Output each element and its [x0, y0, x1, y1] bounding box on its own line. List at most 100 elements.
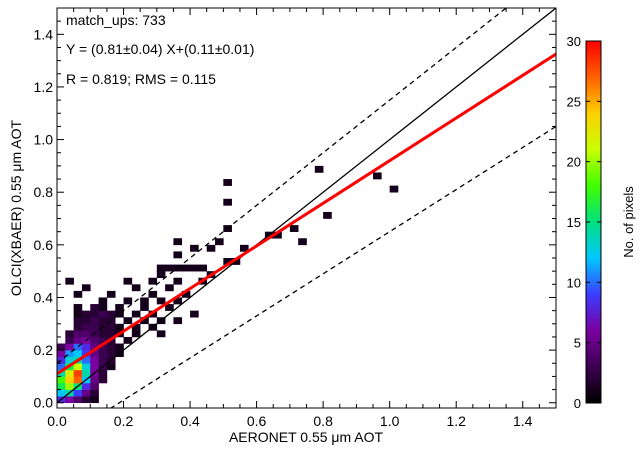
- density-cell: [206, 244, 216, 252]
- density-cell: [65, 330, 74, 338]
- density-cell: [131, 330, 141, 338]
- density-cell: [65, 369, 74, 377]
- reference-line-1-to-1: [57, 8, 556, 404]
- x-tick-label: 0.0: [47, 413, 67, 429]
- density-cell: [123, 297, 133, 305]
- density-cell: [57, 363, 66, 371]
- density-cell: [73, 290, 83, 298]
- colorbar-tick-label: 15: [567, 215, 581, 230]
- colorbar-tick-label: 20: [567, 155, 581, 170]
- density-cell: [90, 317, 99, 325]
- density-cell: [90, 310, 99, 318]
- density-cell: [81, 389, 91, 397]
- density-cell: [223, 179, 232, 186]
- density-cell: [57, 369, 66, 377]
- density-cell: [140, 297, 149, 305]
- density-cell: [73, 317, 83, 325]
- y-tick-label: 1.2: [34, 79, 54, 95]
- annotation-statistics: R = 0.819; RMS = 0.115: [66, 71, 216, 87]
- density-cell: [73, 363, 83, 371]
- density-cell: [215, 238, 224, 246]
- y-tick-label: 1.0: [34, 132, 54, 148]
- y-axis-label: OLCI(XBAER) 0.55 μm AOT: [8, 120, 24, 297]
- density-cell: [165, 264, 174, 272]
- density-cell: [131, 323, 141, 331]
- density-cell: [198, 264, 207, 272]
- colorbar-label: No. of pixels: [621, 186, 636, 258]
- density-cell: [298, 238, 307, 246]
- density-cell: [73, 310, 83, 318]
- x-tick-label: 0.6: [247, 413, 267, 429]
- x-tick-label: 1.4: [513, 413, 533, 429]
- density-cell: [65, 343, 74, 351]
- density-cell: [190, 310, 199, 318]
- density-cell: [81, 323, 91, 331]
- density-cell: [98, 356, 108, 364]
- density-cell: [223, 258, 232, 265]
- density-cell: [81, 369, 91, 377]
- density-cell: [73, 343, 83, 351]
- density-cell: [57, 343, 66, 351]
- annotation-match-ups: match_ups: 733: [66, 12, 166, 28]
- density-cell: [90, 383, 99, 390]
- density-cell: [90, 376, 99, 384]
- density-cell: [156, 264, 166, 272]
- regression-fit-line: [57, 52, 556, 376]
- density-cell: [81, 383, 91, 390]
- density-cell: [98, 310, 108, 318]
- x-tick-label: 1.2: [446, 413, 466, 429]
- reference-line-upper: [57, 8, 508, 364]
- density-cell: [81, 330, 91, 338]
- density-cell: [90, 389, 99, 397]
- density-cell: [98, 376, 108, 384]
- x-tick-label: 0.2: [114, 413, 134, 429]
- density-cell: [273, 231, 282, 239]
- colorbar-tick-label: 5: [574, 336, 581, 351]
- density-cell: [173, 238, 183, 246]
- density-cell: [73, 304, 83, 311]
- density-cell: [90, 396, 99, 404]
- density-cell: [57, 350, 66, 357]
- y-tick-label: 0.0: [34, 395, 54, 411]
- x-tick-label: 1.0: [380, 413, 400, 429]
- density-cell: [98, 369, 108, 377]
- density-cells: [57, 165, 399, 404]
- density-cell: [115, 323, 124, 331]
- density-cell: [106, 330, 116, 338]
- density-cell: [57, 389, 66, 397]
- density-cell: [115, 304, 124, 311]
- density-cell: [98, 330, 108, 338]
- density-cell: [73, 336, 83, 344]
- x-tick-label: 0.8: [313, 413, 333, 429]
- density-cell: [106, 363, 116, 371]
- density-cell: [373, 172, 382, 180]
- density-cell: [81, 310, 91, 318]
- density-cell: [181, 264, 191, 272]
- annotation-fit-equation: Y = (0.81±0.04) X+(0.11±0.01): [66, 41, 254, 57]
- density-cell: [98, 343, 108, 351]
- density-cell: [123, 336, 133, 344]
- density-cell: [106, 350, 116, 357]
- density-cell: [65, 277, 74, 285]
- density-cell: [81, 284, 91, 292]
- density-cell: [123, 317, 133, 325]
- density-cell: [223, 198, 232, 206]
- density-cell: [165, 284, 174, 292]
- x-axis-label: AERONET 0.55 μm AOT: [229, 429, 384, 445]
- density-cell: [90, 323, 99, 331]
- density-cell: [73, 323, 83, 331]
- density-cell: [98, 317, 108, 325]
- density-cell: [115, 310, 124, 318]
- density-cell: [156, 271, 166, 279]
- density-cell: [57, 356, 66, 364]
- density-cell: [73, 376, 83, 384]
- density-cell: [57, 376, 66, 384]
- density-cell: [190, 264, 199, 272]
- y-tick-label: 0.2: [34, 342, 54, 358]
- y-tick-label: 0.8: [34, 184, 54, 200]
- density-cell: [65, 356, 74, 364]
- density-cell: [81, 317, 91, 325]
- density-cell: [173, 297, 183, 305]
- density-cell: [98, 350, 108, 357]
